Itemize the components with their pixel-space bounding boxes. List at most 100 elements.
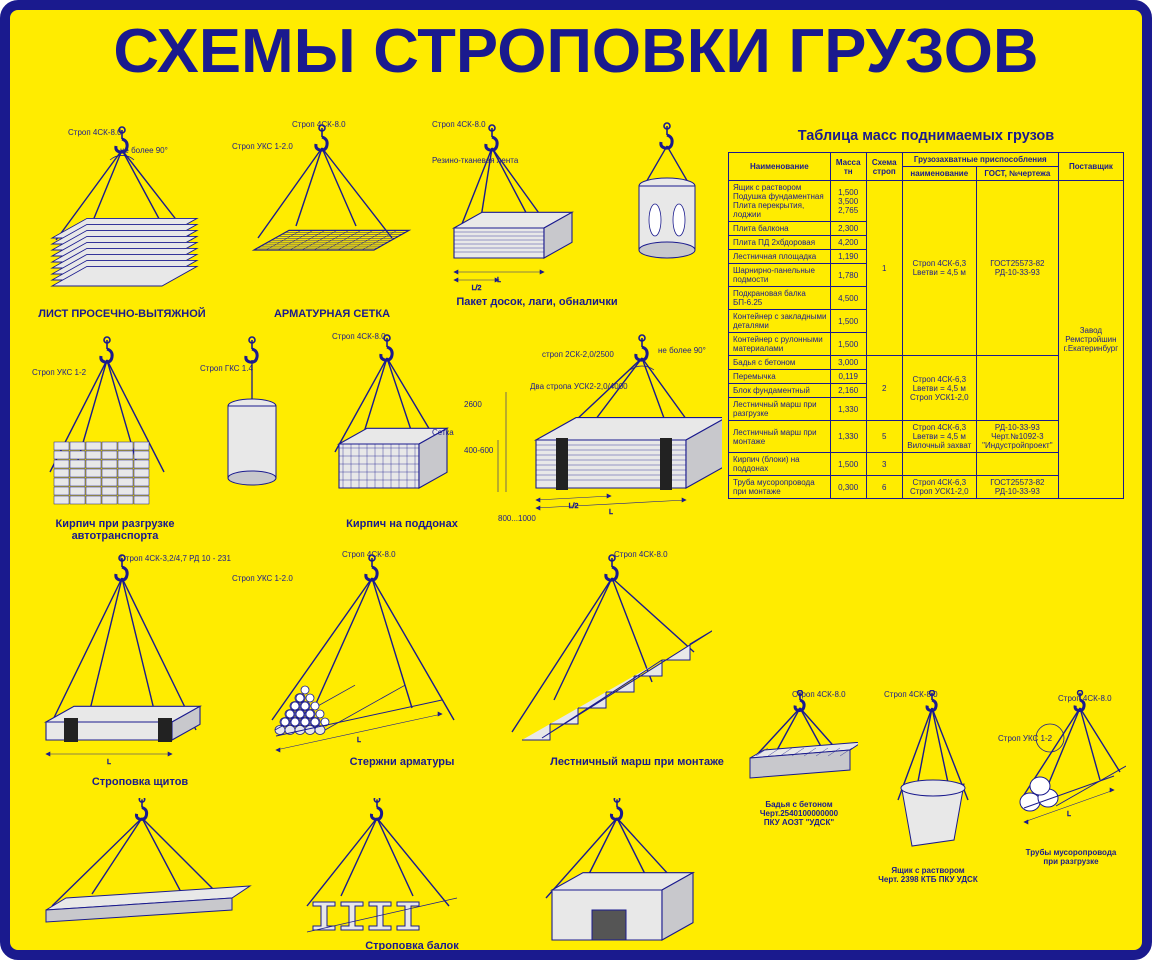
diagram-note: Строп 4СК-8.0 bbox=[884, 690, 938, 699]
table-cell-gripname: Строп 4СК-6,3Строп УСК1-2,0 bbox=[902, 476, 976, 499]
diagram-note: 2600 bbox=[464, 400, 482, 409]
mass-table: Наименование Масса тн Схема строп Грузоз… bbox=[728, 152, 1124, 499]
table-cell-mass: 0,119 bbox=[830, 370, 866, 384]
diagram-note: Строп 4СК-3,2/4,7 РД 10 - 231 bbox=[120, 554, 231, 563]
diagram-d6 bbox=[192, 332, 312, 522]
table-cell-name: Лестничный марш при разгрузке bbox=[729, 398, 831, 421]
table-cell-name: Ящик с растворомПодушка фундаментнаяПлит… bbox=[729, 181, 831, 222]
table-cell-gost: ГОСТ25573-82РД-10-33-93 bbox=[976, 181, 1058, 356]
diagram-label: ЛИСТ ПРОСЕЧНО-ВЫТЯЖНОЙ bbox=[32, 308, 212, 320]
table-cell-name: Кирпич (блоки) на поддонах bbox=[729, 453, 831, 476]
table-title: Таблица масс поднимаемых грузов bbox=[728, 128, 1124, 144]
diagram-note: Строп 4СК-8.0 bbox=[68, 128, 122, 137]
diagram-label: Кирпич при разгрузке автотранспорта bbox=[40, 518, 190, 542]
table-cell-mass: 2,300 bbox=[830, 222, 866, 236]
diagram-d12 bbox=[32, 798, 252, 948]
lower-right-diagrams: Бадья с бетономЧерт.2540100000000ПКУ АОЗ… bbox=[728, 690, 1124, 950]
diagram-label: Бадья с бетономЧерт.2540100000000ПКУ АОЗ… bbox=[734, 800, 864, 827]
diagram-note: Строп УКС 1-2 bbox=[32, 368, 86, 377]
diagram-d8: L L/2 bbox=[462, 332, 722, 522]
diagram-label: Пакет досок, лаги, обналички bbox=[452, 296, 622, 308]
table-cell-gripname: Строп 4СК-6,3Lветви = 4,5 мВилочный захв… bbox=[902, 421, 976, 453]
diagram-note: Строп 4СК-8.0 bbox=[432, 120, 486, 129]
diagram-label: Кирпич на поддонах bbox=[332, 518, 472, 530]
table-cell-mass: 1,500 bbox=[830, 453, 866, 476]
table-cell-name: Контейнер с рулонными материалами bbox=[729, 333, 831, 356]
table-cell-name: Перемычка bbox=[729, 370, 831, 384]
table-cell-name: Плита балкона bbox=[729, 222, 831, 236]
diagram-d9: L bbox=[32, 550, 212, 770]
table-cell-mass: 1,780 bbox=[830, 264, 866, 287]
diagram-note: Два стропа УСК2-2,0/4000 bbox=[530, 382, 628, 391]
table-cell-name: Лестничный марш при монтаже bbox=[729, 421, 831, 453]
diagram-note: 400-600 bbox=[464, 446, 493, 455]
diagram-label: Строповка щитов bbox=[50, 776, 230, 788]
table-cell-mass: 1,500 bbox=[830, 333, 866, 356]
diagram-note: Строп 4СК-8.0 bbox=[614, 550, 668, 559]
diagram-d7 bbox=[317, 332, 457, 522]
diagram-note: 800...1000 bbox=[498, 514, 536, 523]
right-panel: Таблица масс поднимаемых грузов Наименов… bbox=[728, 128, 1124, 499]
table-cell-scheme: 3 bbox=[866, 453, 902, 476]
table-cell-name: Лестничная площадка bbox=[729, 250, 831, 264]
table-cell-scheme: 6 bbox=[866, 476, 902, 499]
diagram-note: Строп 4СК-8.0 bbox=[1058, 694, 1112, 703]
table-cell-gost bbox=[976, 356, 1058, 421]
diagram-note: Строп ГКС 1.4 bbox=[200, 364, 253, 373]
diagram-d11 bbox=[482, 550, 712, 770]
poster: СХЕМЫ СТРОПОВКИ ГРУЗОВ ЛИСТ ПРОСЕЧНО-ВЫТ… bbox=[0, 0, 1152, 960]
diagram-d10: L bbox=[232, 550, 472, 770]
diagrams-area: ЛИСТ ПРОСЕЧНО-ВЫТЯЖНОЙ Строп 4СК-8.0 не бо… bbox=[32, 120, 732, 950]
svg-text:L: L bbox=[609, 509, 613, 516]
table-cell-name: Подкрановая балка БП-6.25 bbox=[729, 287, 831, 310]
svg-text:L: L bbox=[1067, 811, 1071, 818]
diagram-note: Сетка bbox=[432, 428, 454, 437]
table-cell-supplier: ЗаводРемстройшинг.Екатеринбург bbox=[1058, 181, 1123, 499]
diagram-d4 bbox=[612, 120, 722, 300]
diagram-d5 bbox=[32, 332, 182, 522]
table-cell-scheme: 2 bbox=[866, 356, 902, 421]
diagram-label: АРМАТУРНАЯ СЕТКА bbox=[242, 308, 422, 320]
table-cell-mass: 1,190 bbox=[830, 250, 866, 264]
table-cell-name: Контейнер с закладными деталями bbox=[729, 310, 831, 333]
svg-text:L/2: L/2 bbox=[472, 285, 482, 292]
diagram-d13 bbox=[277, 798, 477, 948]
table-cell-name: Плита ПД 2хбдоровая bbox=[729, 236, 831, 250]
table-cell-mass: 4,500 bbox=[830, 287, 866, 310]
table-cell-name: Шарнирно-панельные подмости bbox=[729, 264, 831, 287]
table-cell-gripname bbox=[902, 453, 976, 476]
table-cell-gripname: Строп 4СК-6,3Lветви = 4,5 мСтроп УСК1-2,… bbox=[902, 356, 976, 421]
diagram-label: Трубы мусоропроводапри разгрузке bbox=[1006, 848, 1136, 866]
table-cell-mass: 4,200 bbox=[830, 236, 866, 250]
diagram-note: Строп УКС 1-2.0 bbox=[232, 574, 293, 583]
table-cell-scheme: 5 bbox=[866, 421, 902, 453]
main-title: СХЕМЫ СТРОПОВКИ ГРУЗОВ bbox=[13, 16, 1139, 87]
diagram-note: не более 90° bbox=[120, 146, 168, 155]
table-cell-mass: 1,330 bbox=[830, 421, 866, 453]
table-cell-mass: 1,5003,5002,765 bbox=[830, 181, 866, 222]
table-cell-scheme: 1 bbox=[866, 181, 902, 356]
diagram-lr2 bbox=[868, 690, 988, 860]
table-cell-gripname: Строп 4СК-6,3Lветви = 4,5 м bbox=[902, 181, 976, 356]
diagram-note: Резино-тканевая лента bbox=[432, 156, 518, 165]
table-cell-gost bbox=[976, 453, 1058, 476]
table-cell-name: Бадья с бетоном bbox=[729, 356, 831, 370]
diagram-d3: L L/2 bbox=[432, 120, 602, 300]
diagram-label: Ящик с растворомЧерт. 2398 КТБ ПКУ УДСК bbox=[868, 866, 988, 884]
svg-text:L: L bbox=[357, 737, 361, 744]
table-cell-gost: РД-10-33-93Черт.№1092-3"Индустройпроект" bbox=[976, 421, 1058, 453]
svg-text:L/2: L/2 bbox=[569, 503, 579, 510]
diagram-note: Строп 4СК-8.0 bbox=[342, 550, 396, 559]
diagram-d14 bbox=[512, 798, 722, 948]
diagram-note: строп 2СК-2,0/2500 bbox=[542, 350, 614, 359]
table-cell-mass: 1,330 bbox=[830, 398, 866, 421]
diagram-label: Лестничный марш при монтаже bbox=[522, 756, 752, 768]
diagram-lr3: L bbox=[996, 690, 1126, 860]
diagram-note: Строп 4СК-8.0 bbox=[332, 332, 386, 341]
table-cell-name: Труба мусоропровода при монтаже bbox=[729, 476, 831, 499]
table-cell-mass: 0,300 bbox=[830, 476, 866, 499]
table-cell-gost: ГОСТ25573-82РД-10-33-93 bbox=[976, 476, 1058, 499]
diagram-note: Строп УКС 1-2 bbox=[998, 734, 1052, 743]
diagram-label: Строповка балок bbox=[312, 940, 512, 952]
table-cell-mass: 3,000 bbox=[830, 356, 866, 370]
